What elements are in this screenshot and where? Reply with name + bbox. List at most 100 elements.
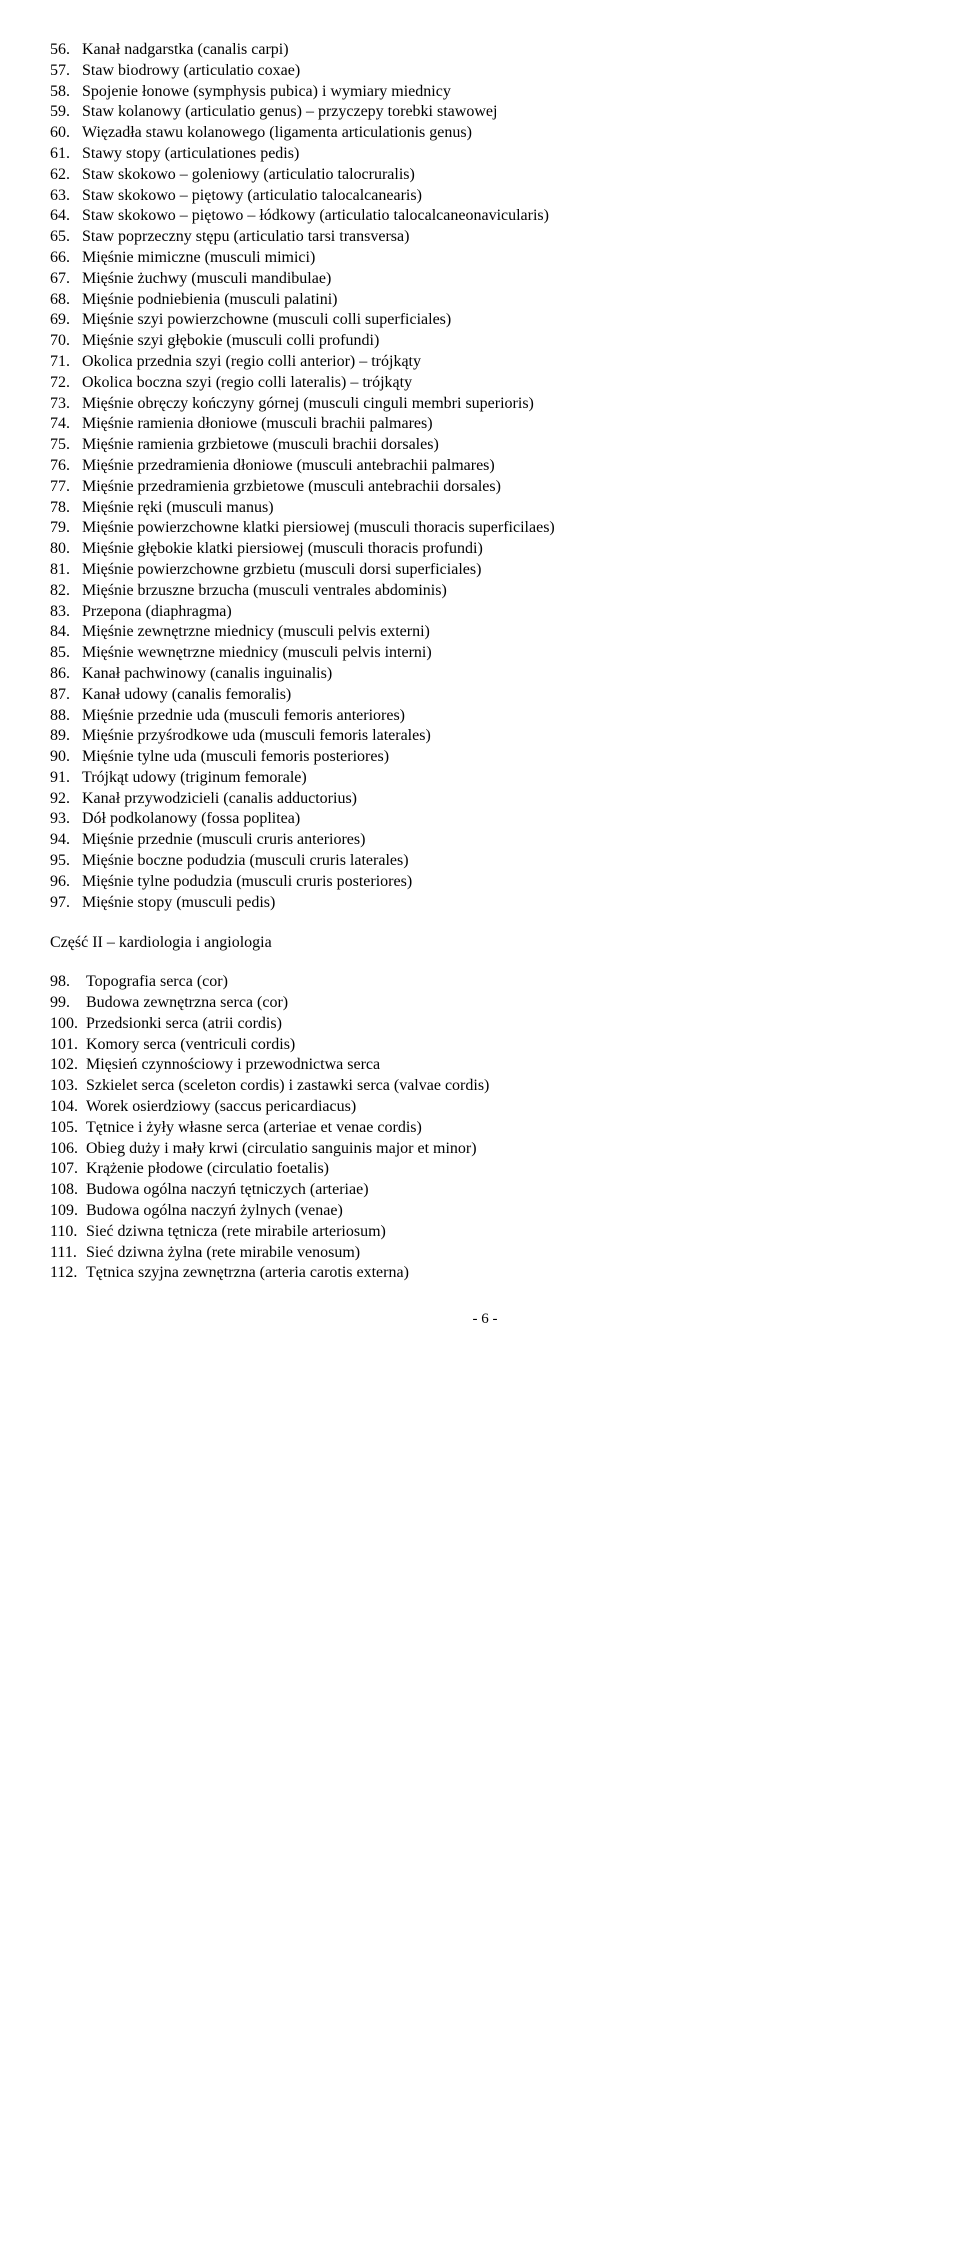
item-text: Mięśnie przyśrodkowe uda (musculi femori… (82, 726, 920, 747)
list-item: 100.Przedsionki serca (atrii cordis) (50, 1014, 920, 1035)
list-item: 57.Staw biodrowy (articulatio coxae) (50, 61, 920, 82)
item-number: 109. (50, 1201, 86, 1222)
list-item: 69.Mięśnie szyi powierzchowne (musculi c… (50, 310, 920, 331)
item-number: 74. (50, 414, 82, 435)
item-number: 57. (50, 61, 82, 82)
item-number: 58. (50, 82, 82, 103)
item-text: Mięśnie mimiczne (musculi mimici) (82, 248, 920, 269)
list-item: 109.Budowa ogólna naczyń żylnych (venae) (50, 1201, 920, 1222)
item-number: 93. (50, 809, 82, 830)
item-text: Budowa zewnętrzna serca (cor) (86, 993, 920, 1014)
item-number: 56. (50, 40, 82, 61)
item-text: Krążenie płodowe (circulatio foetalis) (86, 1159, 920, 1180)
item-number: 101. (50, 1035, 86, 1056)
item-text: Staw skokowo – piętowy (articulatio talo… (82, 186, 920, 207)
item-number: 85. (50, 643, 82, 664)
list-item: 64.Staw skokowo – piętowo – łódkowy (art… (50, 206, 920, 227)
list-item: 98.Topografia serca (cor) (50, 972, 920, 993)
item-number: 82. (50, 581, 82, 602)
list-item: 74.Mięśnie ramienia dłoniowe (musculi br… (50, 414, 920, 435)
item-text: Kanał przywodzicieli (canalis adductoriu… (82, 789, 920, 810)
item-number: 70. (50, 331, 82, 352)
item-text: Mięśnie ramienia dłoniowe (musculi brach… (82, 414, 920, 435)
item-number: 63. (50, 186, 82, 207)
list-item: 103.Szkielet serca (sceleton cordis) i z… (50, 1076, 920, 1097)
item-text: Mięśnie obręczy kończyny górnej (musculi… (82, 394, 920, 415)
item-text: Tętnice i żyły własne serca (arteriae et… (86, 1118, 920, 1139)
item-text: Mięśnie podniebienia (musculi palatini) (82, 290, 920, 311)
item-number: 88. (50, 706, 82, 727)
list-item: 68.Mięśnie podniebienia (musculi palatin… (50, 290, 920, 311)
item-number: 105. (50, 1118, 86, 1139)
list-item: 101.Komory serca (ventriculi cordis) (50, 1035, 920, 1056)
item-text: Kanał pachwinowy (canalis inguinalis) (82, 664, 920, 685)
item-number: 103. (50, 1076, 86, 1097)
item-number: 60. (50, 123, 82, 144)
item-number: 79. (50, 518, 82, 539)
list-item: 110.Sieć dziwna tętnicza (rete mirabile … (50, 1222, 920, 1243)
list-item: 89.Mięśnie przyśrodkowe uda (musculi fem… (50, 726, 920, 747)
item-number: 73. (50, 394, 82, 415)
page-number: - 6 - (50, 1310, 920, 1330)
item-text: Mięśnie żuchwy (musculi mandibulae) (82, 269, 920, 290)
item-number: 90. (50, 747, 82, 768)
item-number: 111. (50, 1243, 86, 1264)
item-text: Trójkąt udowy (triginum femorale) (82, 768, 920, 789)
list-item: 86.Kanał pachwinowy (canalis inguinalis) (50, 664, 920, 685)
list-item: 71.Okolica przednia szyi (regio colli an… (50, 352, 920, 373)
item-text: Tętnica szyjna zewnętrzna (arteria carot… (86, 1263, 920, 1284)
item-number: 75. (50, 435, 82, 456)
list-item: 88.Mięśnie przednie uda (musculi femoris… (50, 706, 920, 727)
item-number: 68. (50, 290, 82, 311)
list-item: 75.Mięśnie ramienia grzbietowe (musculi … (50, 435, 920, 456)
item-text: Stawy stopy (articulationes pedis) (82, 144, 920, 165)
item-number: 80. (50, 539, 82, 560)
list-item: 82.Mięśnie brzuszne brzucha (musculi ven… (50, 581, 920, 602)
list-item: 66.Mięśnie mimiczne (musculi mimici) (50, 248, 920, 269)
list-item: 65.Staw poprzeczny stępu (articulatio ta… (50, 227, 920, 248)
item-text: Spojenie łonowe (symphysis pubica) i wym… (82, 82, 920, 103)
list-item: 73.Mięśnie obręczy kończyny górnej (musc… (50, 394, 920, 415)
item-number: 98. (50, 972, 86, 993)
item-text: Okolica przednia szyi (regio colli anter… (82, 352, 920, 373)
item-number: 89. (50, 726, 82, 747)
item-text: Mięśnie powierzchowne grzbietu (musculi … (82, 560, 920, 581)
list-item: 99.Budowa zewnętrzna serca (cor) (50, 993, 920, 1014)
item-number: 86. (50, 664, 82, 685)
item-number: 83. (50, 602, 82, 623)
item-number: 71. (50, 352, 82, 373)
item-number: 112. (50, 1263, 86, 1284)
list-item: 94.Mięśnie przednie (musculi cruris ante… (50, 830, 920, 851)
list-item: 93.Dół podkolanowy (fossa poplitea) (50, 809, 920, 830)
list-item: 92.Kanał przywodzicieli (canalis adducto… (50, 789, 920, 810)
list-item: 81.Mięśnie powierzchowne grzbietu (muscu… (50, 560, 920, 581)
item-text: Mięśnie przednie (musculi cruris anterio… (82, 830, 920, 851)
item-text: Topografia serca (cor) (86, 972, 920, 993)
list-item: 59.Staw kolanowy (articulatio genus) – p… (50, 102, 920, 123)
item-number: 76. (50, 456, 82, 477)
item-text: Dół podkolanowy (fossa poplitea) (82, 809, 920, 830)
item-number: 94. (50, 830, 82, 851)
item-text: Przepona (diaphragma) (82, 602, 920, 623)
list-item: 111.Sieć dziwna żylna (rete mirabile ven… (50, 1243, 920, 1264)
item-text: Budowa ogólna naczyń żylnych (venae) (86, 1201, 920, 1222)
item-number: 96. (50, 872, 82, 893)
item-text: Komory serca (ventriculi cordis) (86, 1035, 920, 1056)
item-text: Mięśnie przedramienia grzbietowe (muscul… (82, 477, 920, 498)
item-text: Mięśnie tylne uda (musculi femoris poste… (82, 747, 920, 768)
list-item: 56.Kanał nadgarstka (canalis carpi) (50, 40, 920, 61)
item-text: Więzadła stawu kolanowego (ligamenta art… (82, 123, 920, 144)
list-item: 104.Worek osierdziowy (saccus pericardia… (50, 1097, 920, 1118)
item-number: 97. (50, 893, 82, 914)
numbered-list-1: 56.Kanał nadgarstka (canalis carpi)57.St… (50, 40, 920, 913)
list-item: 62.Staw skokowo – goleniowy (articulatio… (50, 165, 920, 186)
item-number: 64. (50, 206, 82, 227)
section-title: Część II – kardiologia i angiologia (50, 933, 920, 954)
list-item: 90.Mięśnie tylne uda (musculi femoris po… (50, 747, 920, 768)
list-item: 102.Mięsień czynnościowy i przewodnictwa… (50, 1055, 920, 1076)
list-item: 96.Mięśnie tylne podudzia (musculi cruri… (50, 872, 920, 893)
item-text: Obieg duży i mały krwi (circulatio sangu… (86, 1139, 920, 1160)
item-text: Mięśnie ręki (musculi manus) (82, 498, 920, 519)
item-number: 59. (50, 102, 82, 123)
list-item: 78.Mięśnie ręki (musculi manus) (50, 498, 920, 519)
